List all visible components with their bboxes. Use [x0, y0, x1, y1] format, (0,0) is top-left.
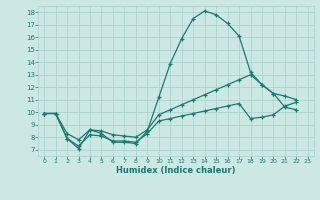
X-axis label: Humidex (Indice chaleur): Humidex (Indice chaleur) — [116, 166, 236, 175]
